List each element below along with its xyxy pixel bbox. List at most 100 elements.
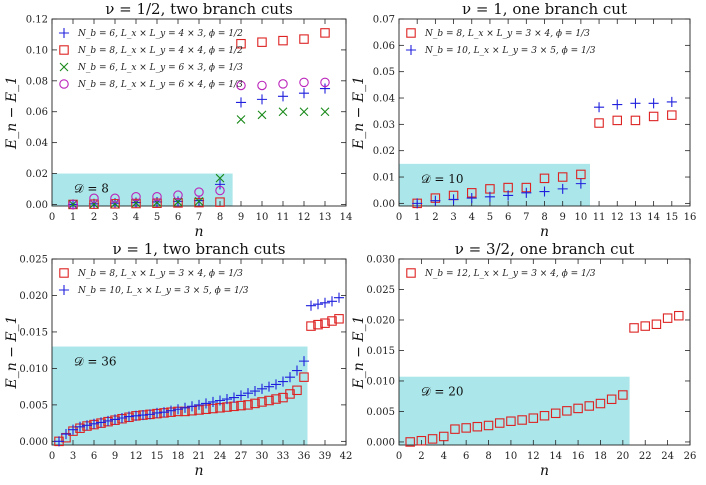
data-point	[256, 383, 268, 394]
data-point	[110, 193, 120, 204]
legend-label: N_b = 6, L_x × L_y = 4 × 3, ϕ = 1/2	[77, 29, 243, 39]
y-tick-label: 0.02	[373, 146, 395, 157]
x-tick-label: 4	[133, 212, 139, 223]
x-tick-label: 0	[49, 212, 55, 223]
data-point	[298, 88, 310, 99]
data-point	[521, 187, 532, 198]
x-tick-label: 14	[340, 212, 353, 223]
data-point	[606, 394, 617, 405]
data-point	[528, 413, 539, 423]
data-point	[110, 199, 120, 208]
chart-title: ν = 3/2, one branch cut	[455, 240, 635, 258]
data-point	[539, 186, 550, 197]
data-point	[557, 183, 568, 194]
data-point	[207, 396, 219, 408]
panel-2: 0 1 2 3 4 5 6 7 8 9 10 11 12 13 14 15 160.000.010.020.03…	[351, 0, 696, 240]
data-point	[466, 193, 477, 204]
data-point	[277, 91, 289, 102]
y-tick-label: 0.02	[26, 169, 48, 180]
x-axis-label: n	[194, 224, 203, 240]
data-point	[292, 385, 302, 396]
data-point	[550, 408, 561, 419]
x-tick-label: 9	[112, 451, 118, 462]
series-2	[412, 96, 677, 209]
x-tick-label: 14	[647, 212, 660, 223]
data-point	[618, 390, 628, 400]
x-tick-label: 7	[523, 212, 529, 223]
data-point	[640, 321, 650, 331]
y-tick-label: 0.020	[366, 315, 395, 326]
y-tick-label: 0.12	[26, 15, 48, 26]
data-point	[594, 102, 605, 113]
x-tick-label: 33	[277, 451, 290, 462]
data-point	[81, 420, 93, 431]
x-tick-label: 12	[298, 212, 311, 223]
data-point	[215, 185, 225, 196]
data-point	[312, 299, 324, 310]
x-tick-label: 15	[665, 212, 678, 223]
data-point	[612, 99, 623, 110]
data-point	[333, 292, 345, 303]
y-tick-label: 0.06	[26, 107, 48, 118]
legend-label: N_b = 8, L_x × L_y = 3 × 4, ϕ = 1/3	[424, 29, 590, 39]
y-axis-label: E_n − E_1	[4, 76, 20, 150]
y-tick-label: 0.000	[366, 437, 395, 448]
data-point	[299, 77, 309, 88]
y-tick-label: 0.08	[26, 76, 48, 87]
data-point	[461, 423, 471, 433]
data-point	[539, 410, 550, 421]
y-tick-label: 0.03	[373, 120, 395, 131]
data-point	[123, 411, 135, 422]
data-point	[674, 310, 684, 321]
data-point	[594, 118, 604, 128]
data-point	[472, 421, 483, 432]
x-tick-label: 26	[684, 451, 697, 462]
data-point	[236, 115, 246, 124]
x-tick-label: 42	[340, 451, 353, 462]
x-tick-label: 8	[541, 212, 547, 223]
data-point	[539, 173, 550, 184]
x-tick-label: 1	[70, 212, 76, 223]
y-tick-label: 0.030	[366, 255, 395, 266]
data-point	[144, 409, 156, 420]
data-point	[257, 397, 267, 407]
degeneracy-label: 𝒟 = 36	[74, 355, 117, 369]
x-tick-label: 22	[639, 451, 652, 462]
x-tick-label: 12	[611, 212, 624, 223]
data-point	[130, 410, 142, 421]
data-point	[152, 198, 162, 208]
data-point	[299, 372, 309, 382]
data-point	[131, 191, 141, 202]
data-point	[89, 193, 99, 204]
data-point	[278, 35, 288, 46]
y-axis-label: E_n − E_1	[351, 316, 367, 390]
x-tick-label: 3	[450, 212, 456, 223]
y-tick-label: 0.015	[366, 346, 395, 357]
x-tick-label: 16	[572, 451, 585, 462]
data-point	[235, 390, 247, 401]
data-point	[412, 198, 423, 209]
data-point	[284, 372, 296, 383]
legend-marker	[405, 44, 417, 56]
data-point	[200, 398, 212, 409]
data-point	[186, 401, 198, 412]
series-3	[68, 107, 330, 209]
data-point	[95, 417, 107, 428]
data-point	[595, 398, 606, 409]
data-point	[575, 178, 586, 189]
data-point	[214, 395, 226, 406]
data-point	[250, 398, 260, 409]
data-point	[165, 405, 177, 416]
x-tick-label: 6	[175, 212, 181, 223]
legend-marker	[406, 268, 416, 278]
legend-label: N_b = 12, L_x × L_y = 3 × 4, ϕ = 1/3	[424, 269, 596, 279]
data-point	[194, 196, 204, 206]
data-point	[137, 410, 149, 421]
data-point	[151, 407, 163, 418]
series-1	[67, 83, 331, 210]
data-point	[319, 83, 331, 94]
x-tick-label: 39	[319, 451, 332, 462]
data-point	[506, 416, 516, 426]
data-point	[305, 300, 317, 311]
